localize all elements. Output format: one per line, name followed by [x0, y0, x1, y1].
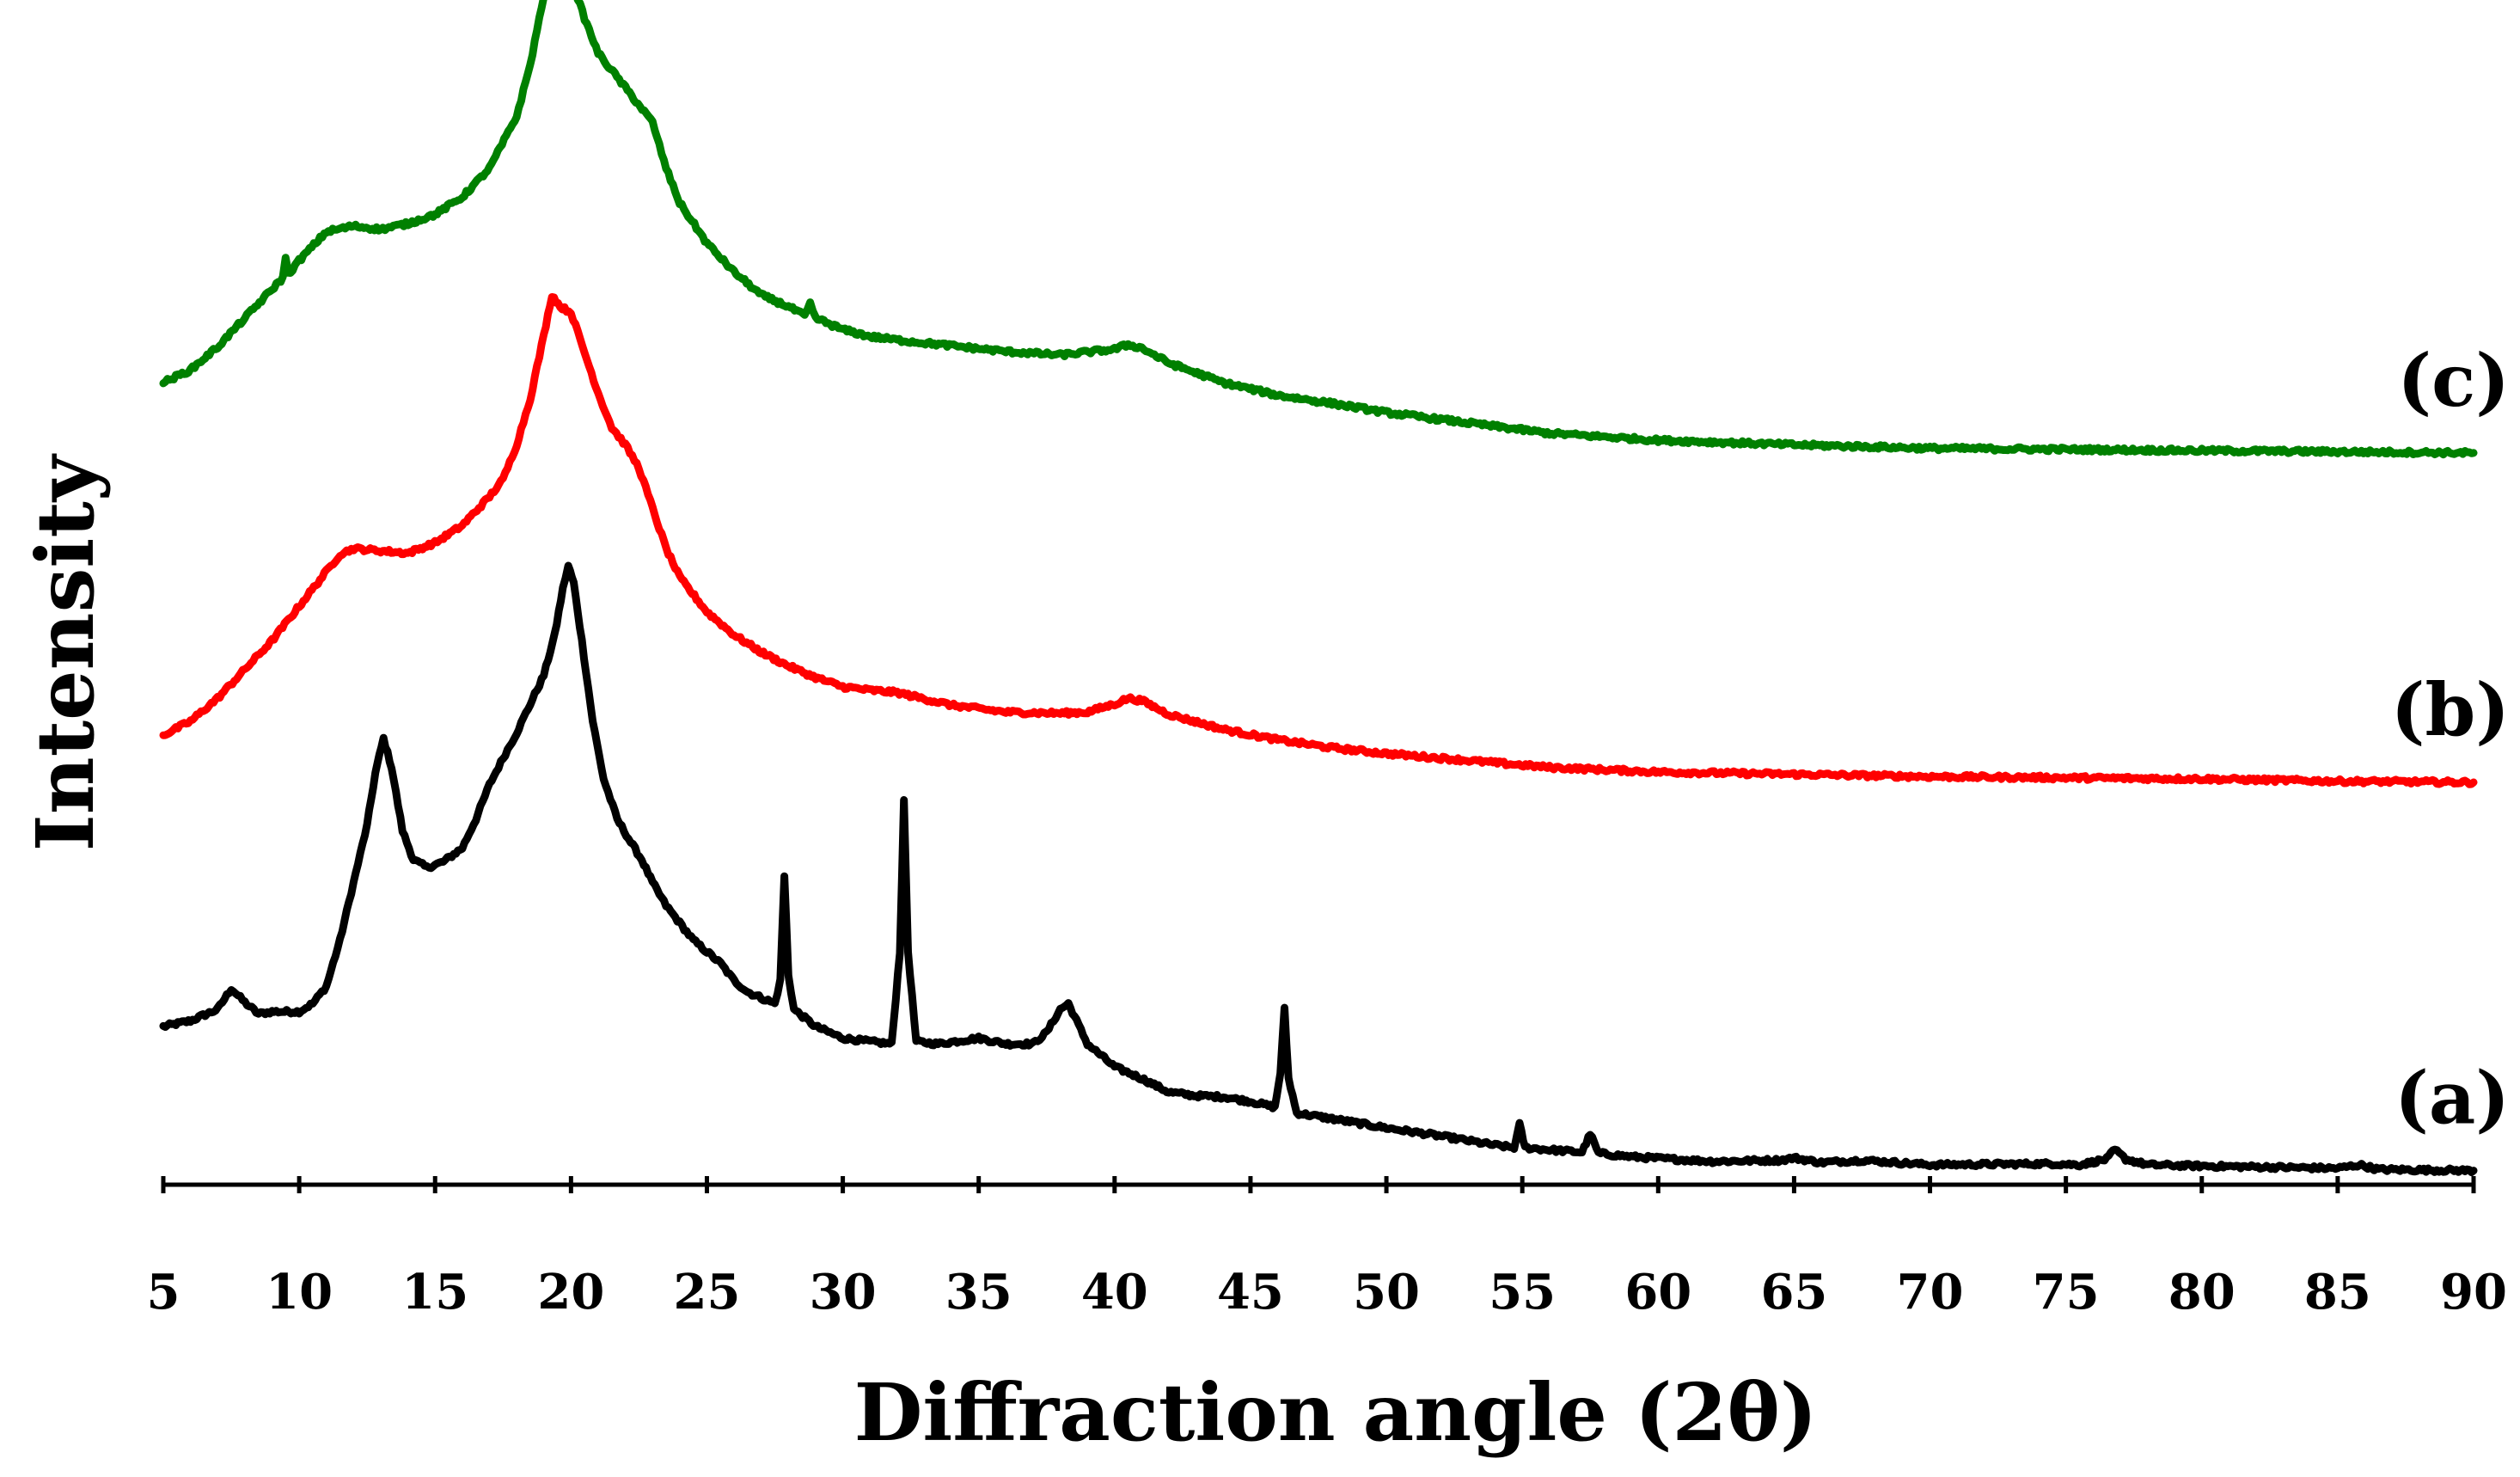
x-tick-label: 10: [266, 1264, 333, 1321]
series-line-c: [159, 0, 2478, 459]
series-line-a: [159, 561, 2478, 1177]
series-labels: (a) (b) (c): [2391, 338, 2510, 1141]
x-tick-label: 45: [1217, 1264, 1284, 1321]
x-tick-label: 35: [945, 1264, 1012, 1321]
x-axis-tick-labels: 5 10 15 20 25 30 35 40 45 50 55 60 65 70 75 80 85 90: [147, 1264, 2507, 1321]
series-traces: [159, 0, 2478, 1177]
x-tick-label: 60: [1624, 1264, 1691, 1321]
x-tick-label: 80: [2168, 1264, 2236, 1321]
x-tick-label: 55: [1489, 1264, 1556, 1321]
series-label-c: (c): [2397, 338, 2510, 423]
x-tick-label: 75: [2033, 1264, 2100, 1321]
x-axis-ticks: [161, 1176, 2476, 1193]
x-tick-label: 65: [1760, 1264, 1827, 1321]
x-tick-label: 15: [401, 1264, 468, 1321]
series-label-b: (b): [2391, 667, 2510, 752]
series-line-b: [159, 293, 2478, 788]
x-tick-label: 90: [2440, 1264, 2507, 1321]
x-tick-label: 25: [674, 1264, 741, 1321]
x-tick-label: 50: [1353, 1264, 1420, 1321]
x-tick-label: 20: [537, 1264, 604, 1321]
x-tick-label: 85: [2304, 1264, 2371, 1321]
y-axis-title: Intensity: [19, 453, 112, 851]
x-tick-label: 5: [147, 1264, 180, 1321]
x-axis-title: Diffraction angle (2θ): [854, 1366, 1818, 1459]
x-tick-label: 40: [1081, 1264, 1148, 1321]
x-tick-label: 70: [1897, 1264, 1964, 1321]
series-label-a: (a): [2395, 1056, 2510, 1141]
x-tick-label: 30: [810, 1264, 877, 1321]
